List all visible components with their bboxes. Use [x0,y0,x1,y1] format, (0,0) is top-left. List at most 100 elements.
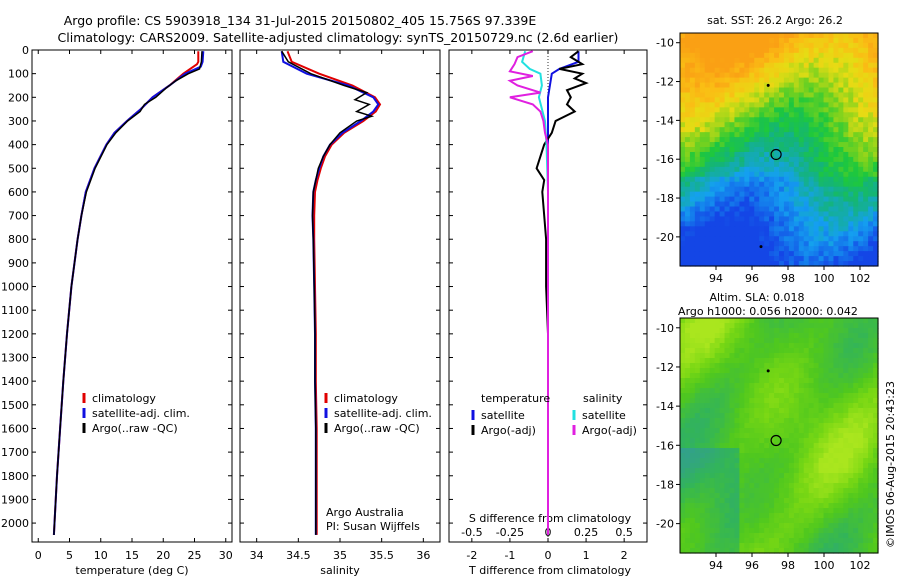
y-tick-label: -10 [656,37,674,50]
y-tick-label: -18 [656,192,674,205]
argo-position-marker [770,148,782,161]
x-tick-label: 34 [250,549,264,562]
legend-label: climatology [92,392,156,405]
track-point [766,83,770,87]
x-tick-label: 100 [814,559,835,572]
y-tick-label: 1100 [1,304,29,317]
x-tick-label: 102 [850,272,871,285]
y-tick-label: 1900 [1,493,29,506]
figure-title-line2: Climatology: CARS2009. Satellite-adjuste… [58,30,619,45]
annotation-line: Argo Australia [326,506,404,519]
y-tick-label: -18 [656,478,674,491]
x-axis-label: T difference from climatology [468,564,631,577]
y-tick-label: 800 [8,233,29,246]
x-tick-label: 94 [709,272,723,285]
map-frame [679,317,879,554]
y-tick-label: 1800 [1,470,29,483]
legend-label: satellite-adj. clim. [334,407,432,420]
series-line-satellite [52,51,205,535]
plot-frame [239,49,441,543]
y-tick-label: -16 [656,439,674,452]
y-tick-label: 300 [8,115,29,128]
x-tick-label: 5 [66,549,73,562]
map-frame [679,32,879,267]
x-tick-label: 10 [94,549,108,562]
y-tick-label: 1600 [1,422,29,435]
series-line-climatology [52,51,200,535]
y-tick-label: -10 [656,322,674,335]
legend-label: satellite [582,409,626,422]
y-tick-label: 700 [8,210,29,223]
s-axis-label: S difference from climatology [469,512,632,525]
map-title: Altim. SLA: 0.018 [709,291,804,304]
y-tick-label: 1200 [1,328,29,341]
x-tick-label: 1 [583,549,590,562]
x-tick-label: 25 [188,549,202,562]
y-tick-label: 0 [22,44,29,57]
legend-label: Argo(-adj) [481,424,536,437]
legend-label: climatology [334,392,398,405]
series-line-argo [53,51,203,535]
x-tick-label: 20 [156,549,170,562]
x-tick-label: 15 [125,549,139,562]
track-point [766,369,770,373]
x-tick-label: -1 [504,549,515,562]
y-tick-label: 500 [8,162,29,175]
y-tick-label: -12 [656,361,674,374]
x-axis-label: temperature (deg C) [75,564,188,577]
legend-label: Argo(..raw -QC) [92,422,178,435]
series-line-satellite [280,51,380,535]
x-tick-label: 2 [621,549,628,562]
y-tick-label: -20 [656,231,674,244]
y-tick-label: 100 [8,68,29,81]
annotation-line: PI: Susan Wijffels [326,520,420,533]
y-tick-label: 1000 [1,281,29,294]
x-tick-label: 96 [745,272,759,285]
x-tick-label: 102 [850,559,871,572]
s-tick-label: -0.5 [461,526,482,539]
y-tick-label: 900 [8,257,29,270]
x-tick-label: 0 [35,549,42,562]
legend-label: satellite-adj. clim. [92,407,190,420]
legend-title: temperature [481,392,550,405]
plot-layer: 0100200300400500600700800900100011001200… [1,14,897,577]
s-tick-label: 0.25 [574,526,599,539]
difference-profile: -2 -1 0 1 2-0.5 -0.25 0 0.25 0.5S difference fro… [448,49,648,577]
sla-map: 94 96 98 100 102 -10 -12 -14 -16 -18 -20 Altim. SLA… [656,291,879,572]
y-tick-label: 1400 [1,375,29,388]
x-tick-label: 96 [745,559,759,572]
argo-position-marker [770,434,782,447]
map-title: Argo h1000: 0.056 h2000: 0.042 [678,305,858,318]
figure-title-line1: Argo profile: CS 5903918_134 31-Jul-2015… [64,13,537,28]
y-tick-label: -14 [656,114,674,127]
series-line-climatology [286,50,382,535]
x-tick-label: 94 [709,559,723,572]
x-tick-label: 35 [333,549,347,562]
legend-label: Argo(..raw -QC) [334,422,420,435]
x-axis-label: salinity [320,564,360,577]
s-tick-label: -0.25 [496,526,524,539]
series-line-argo [281,50,375,535]
plot-frame [31,49,233,543]
x-tick-label: 30 [219,549,233,562]
y-tick-label: 1500 [1,399,29,412]
y-tick-label: 600 [8,186,29,199]
x-tick-label: 36 [416,549,430,562]
series-line-t-argo--adj- [535,50,589,535]
y-tick-label: -14 [656,400,674,413]
y-tick-label: 1700 [1,446,29,459]
legend-title: salinity [583,392,623,405]
map-cells [680,318,879,554]
salinity-profile: 34 34.5 35 35.5 36 salinity climatology satelli… [239,49,441,577]
y-tick-label: -20 [656,518,674,531]
x-tick-label: 35.5 [369,549,394,562]
map-cells [680,33,879,267]
series-line-s-argo--adj- [507,50,549,535]
x-tick-label: 34.5 [286,549,311,562]
legend-label: satellite [481,409,525,422]
sst-map: 94 96 98 100 102 -10 -12 -14 -16 -18 -20 sat. SST: … [656,14,879,285]
map-title: sat. SST: 26.2 Argo: 26.2 [707,14,843,27]
imos-credit: ©IMOS 06-Aug-2015 20:43:23 [884,381,897,548]
track-point [759,245,763,249]
